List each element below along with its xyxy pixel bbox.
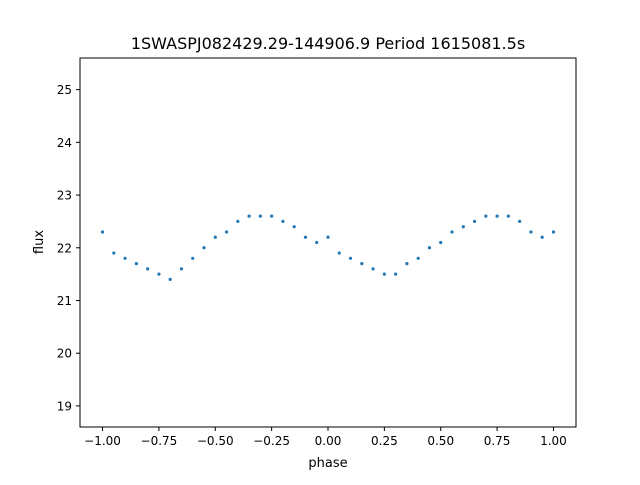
data-point bbox=[348, 256, 353, 260]
data-point bbox=[168, 277, 172, 281]
data-point bbox=[281, 219, 285, 224]
y-axis: 19 20 21 22 23 24 25 bbox=[57, 83, 80, 413]
data-point bbox=[506, 214, 510, 218]
data-point bbox=[472, 219, 477, 224]
data-point bbox=[540, 235, 544, 239]
data-point bbox=[427, 246, 432, 250]
data-point bbox=[450, 230, 454, 234]
data-point bbox=[551, 230, 556, 234]
x-axis-label: phase bbox=[308, 456, 347, 471]
x-tick-label: 0.00 bbox=[315, 434, 342, 448]
data-point bbox=[191, 256, 195, 260]
y-tick-label: 23 bbox=[57, 189, 72, 203]
data-point bbox=[292, 225, 296, 229]
y-tick-label: 25 bbox=[57, 83, 72, 97]
data-point bbox=[495, 214, 499, 218]
data-point bbox=[405, 261, 409, 266]
y-tick-label: 24 bbox=[57, 136, 72, 150]
data-point bbox=[394, 272, 398, 276]
x-tick-label: −0.75 bbox=[141, 434, 178, 448]
data-point bbox=[247, 214, 251, 218]
y-tick-label: 19 bbox=[57, 399, 72, 413]
data-point bbox=[360, 261, 364, 266]
data-point bbox=[303, 235, 308, 239]
data-point bbox=[123, 256, 127, 260]
x-tick-label: 0.50 bbox=[427, 434, 454, 448]
x-axis: −1.00 −0.75 −0.50 −0.25 0.00 0.25 0.50 0.75 1.00 bbox=[84, 427, 567, 448]
y-axis-label: flux bbox=[32, 230, 47, 254]
data-point bbox=[213, 235, 217, 239]
data-point bbox=[270, 214, 274, 218]
data-point bbox=[224, 230, 229, 234]
data-point bbox=[258, 214, 262, 218]
x-tick-label: −1.00 bbox=[84, 434, 121, 448]
x-tick-label: 1.00 bbox=[540, 434, 567, 448]
chart-title: 1SWASPJ082429.29-144906.9 Period 1615081… bbox=[131, 34, 525, 53]
data-point bbox=[382, 272, 386, 276]
x-tick-label: −0.50 bbox=[197, 434, 234, 448]
data-points bbox=[100, 214, 556, 281]
x-tick-label: −0.25 bbox=[253, 434, 290, 448]
data-point bbox=[337, 251, 341, 255]
data-point bbox=[202, 246, 206, 250]
data-point bbox=[529, 230, 533, 234]
data-point bbox=[100, 230, 105, 234]
data-point bbox=[179, 267, 184, 271]
data-point bbox=[326, 235, 330, 239]
y-tick-label: 22 bbox=[57, 241, 72, 255]
data-point bbox=[146, 267, 150, 271]
data-point bbox=[416, 256, 420, 260]
data-point bbox=[315, 240, 319, 245]
data-point bbox=[484, 214, 488, 218]
data-point bbox=[236, 219, 240, 224]
data-point bbox=[518, 219, 522, 224]
data-point bbox=[371, 267, 375, 271]
data-point bbox=[134, 261, 138, 266]
x-tick-label: 0.25 bbox=[371, 434, 398, 448]
data-point bbox=[461, 225, 465, 229]
data-point bbox=[439, 240, 443, 245]
data-point bbox=[157, 272, 161, 276]
data-point bbox=[112, 251, 116, 255]
x-tick-label: 0.75 bbox=[484, 434, 511, 448]
y-tick-label: 21 bbox=[57, 294, 72, 308]
y-tick-label: 20 bbox=[57, 347, 72, 361]
